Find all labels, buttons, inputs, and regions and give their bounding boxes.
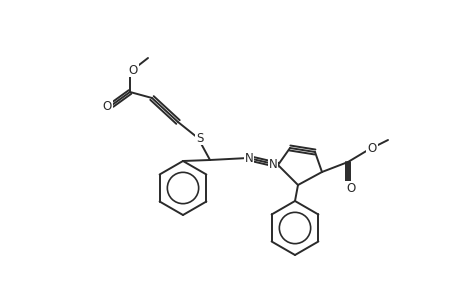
Text: O: O <box>102 100 112 113</box>
Text: O: O <box>128 64 137 76</box>
Text: S: S <box>196 131 203 145</box>
Text: N: N <box>268 158 277 172</box>
Text: O: O <box>346 182 355 194</box>
Text: O: O <box>367 142 376 154</box>
Text: N: N <box>244 152 253 166</box>
